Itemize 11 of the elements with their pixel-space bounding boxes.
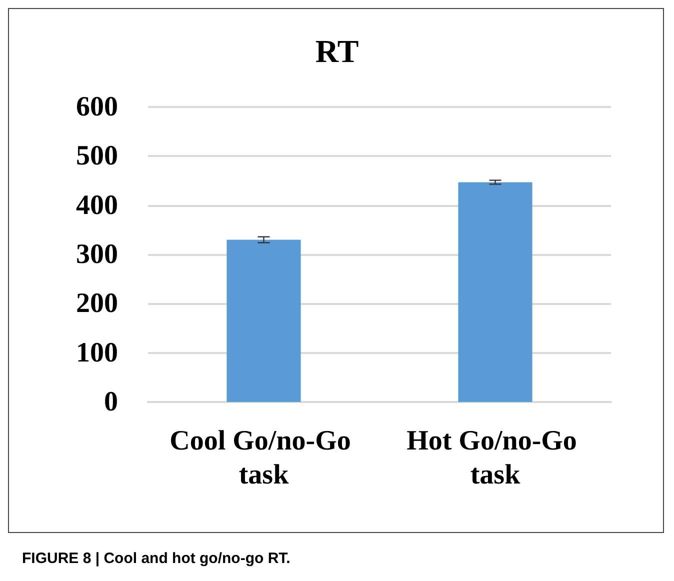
caption: FIGURE 8 | Cool and hot go/no-go RT. (22, 550, 290, 567)
y-tick-label: 100 (76, 337, 118, 368)
y-tick-label: 600 (76, 92, 118, 122)
y-tick-label: 300 (76, 239, 118, 270)
y-tick-label: 200 (76, 288, 118, 320)
y-tick-label: 0 (104, 386, 118, 418)
y-tick-label: 400 (76, 190, 118, 221)
y-tick-label: 500 (76, 140, 118, 172)
x-tick-label: Hot Go/no-Go task (406, 426, 584, 490)
x-tick-label: Cool Go/no-Go task (170, 426, 358, 490)
chart-title: RT (315, 33, 359, 69)
